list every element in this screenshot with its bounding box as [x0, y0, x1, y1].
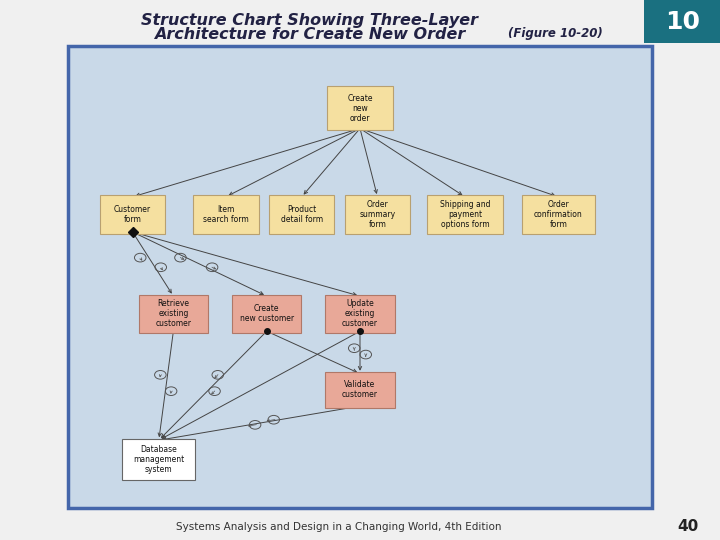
Text: Product
detail form: Product detail form — [281, 205, 323, 224]
FancyBboxPatch shape — [325, 372, 395, 408]
FancyBboxPatch shape — [522, 195, 595, 234]
Text: Order
confirmation
form: Order confirmation form — [534, 200, 582, 229]
FancyBboxPatch shape — [327, 86, 393, 130]
FancyBboxPatch shape — [269, 195, 335, 234]
Text: (Figure 10-20): (Figure 10-20) — [508, 27, 603, 40]
Text: Structure Chart Showing Three-Layer: Structure Chart Showing Three-Layer — [141, 14, 478, 29]
Text: Item
search form: Item search form — [203, 205, 248, 224]
Text: Create
new
order: Create new order — [347, 93, 373, 123]
FancyBboxPatch shape — [122, 438, 195, 480]
Text: 40: 40 — [677, 519, 698, 534]
Text: Database
management
system: Database management system — [133, 444, 184, 474]
Text: Customer
form: Customer form — [114, 205, 151, 224]
Text: Order
summary
form: Order summary form — [359, 200, 395, 229]
Text: Update
existing
customer: Update existing customer — [342, 299, 378, 328]
FancyBboxPatch shape — [193, 195, 258, 234]
FancyBboxPatch shape — [100, 195, 166, 234]
FancyBboxPatch shape — [644, 0, 720, 43]
Text: Systems Analysis and Design in a Changing World, 4th Edition: Systems Analysis and Design in a Changin… — [176, 522, 501, 531]
Text: Architecture for Create New Order: Architecture for Create New Order — [154, 27, 465, 42]
FancyBboxPatch shape — [325, 294, 395, 333]
Text: Retrieve
existing
customer: Retrieve existing customer — [156, 299, 192, 328]
FancyBboxPatch shape — [427, 195, 503, 234]
Text: Create
new customer: Create new customer — [240, 304, 294, 323]
Text: Shipping and
payment
options form: Shipping and payment options form — [440, 200, 490, 229]
FancyBboxPatch shape — [232, 294, 301, 333]
Text: Validate
customer: Validate customer — [342, 380, 378, 400]
FancyBboxPatch shape — [345, 195, 410, 234]
Text: 10: 10 — [665, 10, 700, 33]
FancyBboxPatch shape — [68, 46, 652, 508]
FancyBboxPatch shape — [139, 294, 208, 333]
